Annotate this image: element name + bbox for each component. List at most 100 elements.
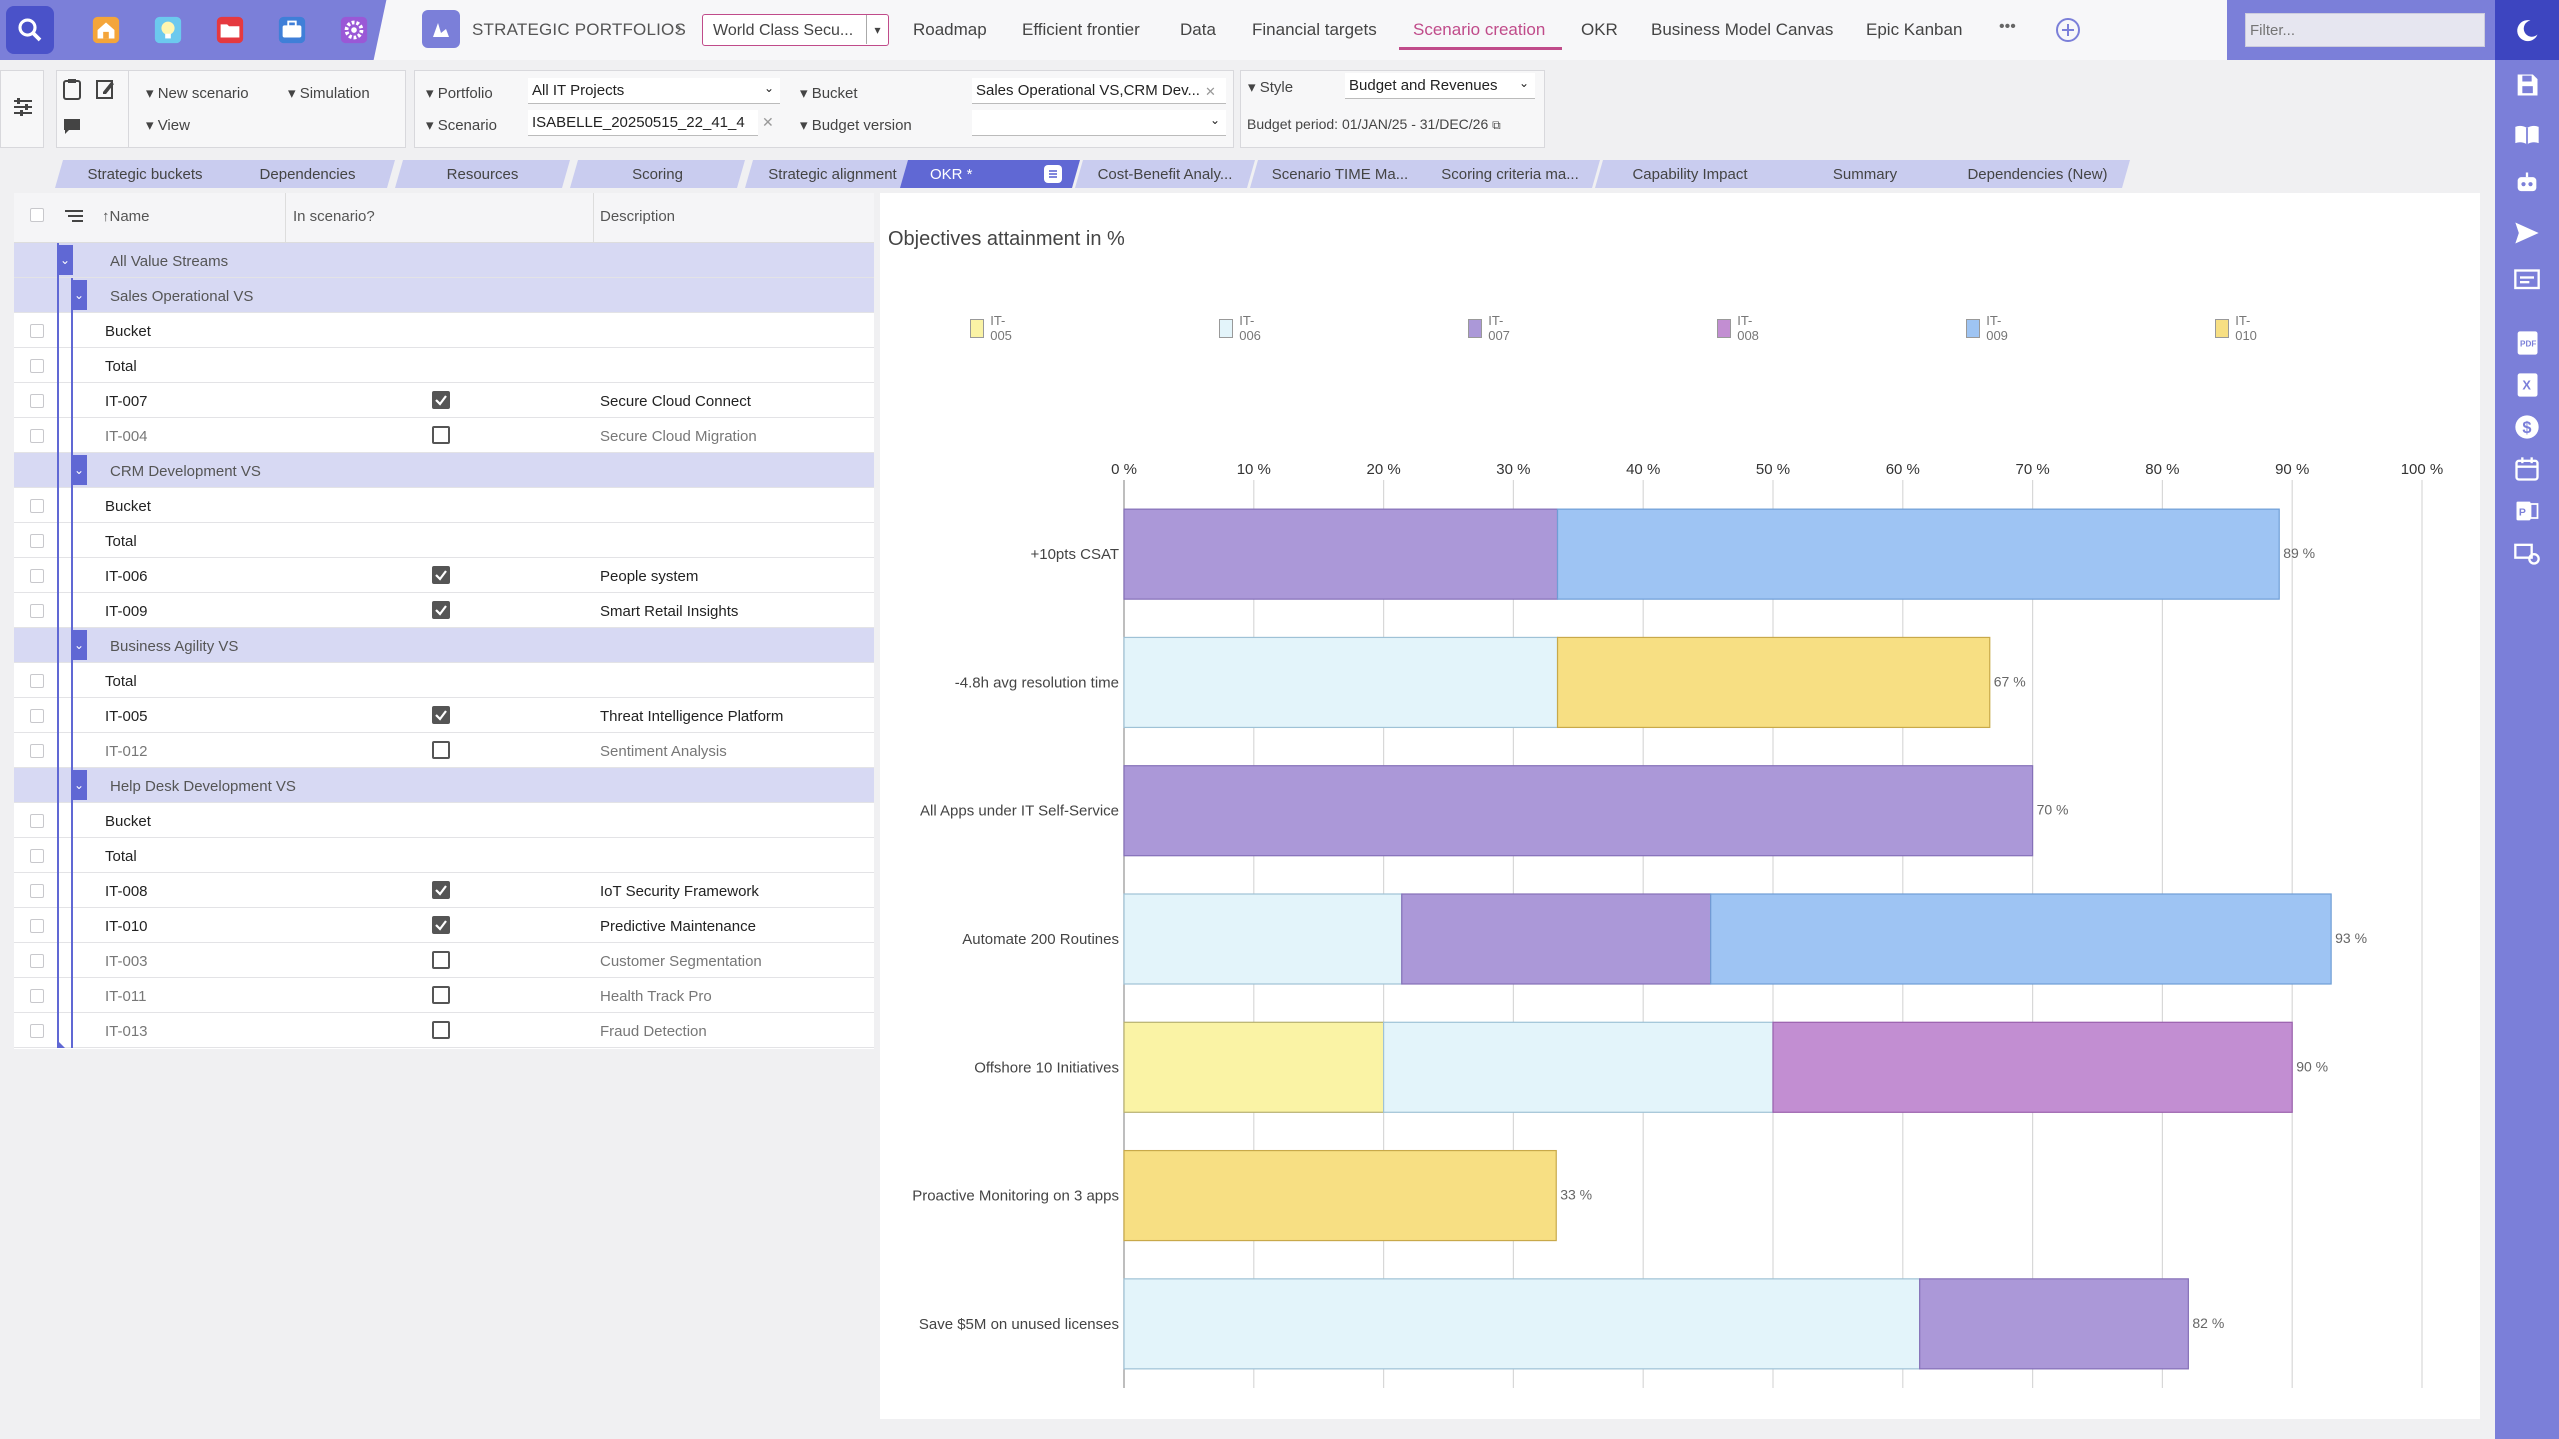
scenario-select[interactable]: ISABELLE_20250515_22_41_4 (528, 110, 758, 136)
subtotal-row[interactable] (14, 348, 874, 383)
row-checkbox[interactable] (30, 569, 44, 583)
subtotal-row[interactable] (14, 803, 874, 838)
in-scenario-checkbox[interactable] (432, 916, 450, 934)
search-icon[interactable] (6, 6, 54, 54)
tab-strategic-buckets[interactable]: Strategic buckets (55, 160, 235, 188)
row-checkbox[interactable] (30, 394, 44, 408)
home-icon[interactable] (82, 6, 130, 54)
tab-scoring-criteria[interactable]: Scoring criteria ma... (1420, 160, 1600, 188)
group-row[interactable] (14, 768, 874, 803)
simulation-button[interactable]: ▾ Simulation (288, 85, 370, 102)
row-checkbox[interactable] (30, 499, 44, 513)
row-checkbox[interactable] (30, 989, 44, 1003)
legend-item[interactable]: IT-006 (1219, 313, 1266, 343)
portfolio-select[interactable]: All IT Projects ⌄ (528, 78, 780, 104)
table-row[interactable] (14, 1013, 874, 1048)
chevron-down-icon[interactable]: ⌄ (71, 770, 87, 800)
excel-icon[interactable]: X (2510, 368, 2544, 402)
row-checkbox[interactable] (30, 604, 44, 618)
table-row[interactable] (14, 908, 874, 943)
table-row[interactable] (14, 873, 874, 908)
in-scenario-checkbox[interactable] (432, 601, 450, 619)
table-row[interactable] (14, 978, 874, 1013)
subtotal-row[interactable] (14, 663, 874, 698)
group-row[interactable] (14, 453, 874, 488)
in-scenario-checkbox[interactable] (432, 706, 450, 724)
chevron-down-icon[interactable]: ⌄ (57, 245, 73, 275)
nav-roadmap[interactable]: Roadmap (913, 20, 987, 39)
presentation-icon[interactable] (2510, 264, 2544, 298)
settings-export-icon[interactable] (2510, 536, 2544, 570)
group-row[interactable] (14, 243, 874, 278)
row-checkbox[interactable] (30, 1024, 44, 1038)
tab-strategic-alignment[interactable]: Strategic alignment (745, 160, 920, 188)
subtotal-row[interactable] (14, 838, 874, 873)
nav-business-model-canvas[interactable]: Business Model Canvas (1651, 20, 1834, 39)
tab-cost-benefit[interactable]: Cost-Benefit Analy... (1075, 160, 1255, 188)
row-checkbox[interactable] (30, 429, 44, 443)
nav-epic-kanban[interactable]: Epic Kanban (1866, 20, 1963, 39)
more-icon[interactable]: ••• (1999, 18, 2016, 35)
row-checkbox[interactable] (30, 849, 44, 863)
in-scenario-checkbox[interactable] (432, 566, 450, 584)
subtotal-row[interactable] (14, 523, 874, 558)
add-tab-icon[interactable] (2055, 17, 2081, 43)
pdf-icon[interactable]: PDF (2510, 326, 2544, 360)
group-row[interactable] (14, 628, 874, 663)
external-link-icon[interactable]: ⧉ (1492, 118, 1501, 132)
in-scenario-checkbox[interactable] (432, 881, 450, 899)
chevron-down-icon[interactable]: ⌄ (71, 630, 87, 660)
robot-icon[interactable] (2510, 166, 2544, 200)
tab-dependencies-new[interactable]: Dependencies (New) (1945, 160, 2130, 188)
style-select[interactable]: Budget and Revenues ⌄ (1345, 73, 1535, 99)
in-scenario-checkbox[interactable] (432, 1021, 450, 1039)
project-select[interactable]: World Class Secu... ▾ (702, 14, 889, 46)
legend-item[interactable]: IT-008 (1717, 313, 1764, 343)
comment-icon[interactable] (62, 116, 82, 136)
row-checkbox[interactable] (30, 534, 44, 548)
group-row[interactable] (14, 278, 874, 313)
subtotal-row[interactable] (14, 488, 874, 523)
clipboard-icon[interactable] (62, 78, 82, 100)
tree-toggle-icon[interactable] (64, 208, 84, 224)
nav-financial-targets[interactable]: Financial targets (1252, 20, 1377, 39)
clear-bucket-icon[interactable]: ✕ (1205, 84, 1216, 99)
table-row[interactable] (14, 733, 874, 768)
tab-scenario-time[interactable]: Scenario TIME Ma... (1250, 160, 1430, 188)
view-button[interactable]: ▾ View (146, 117, 190, 134)
table-row[interactable] (14, 698, 874, 733)
row-checkbox[interactable] (30, 744, 44, 758)
briefcase-icon[interactable] (268, 6, 316, 54)
legend-item[interactable]: IT-010 (2215, 313, 2262, 343)
tab-scoring[interactable]: Scoring (570, 160, 745, 188)
lightbulb-icon[interactable] (144, 6, 192, 54)
bucket-select[interactable]: Sales Operational VS,CRM Dev... (972, 78, 1226, 104)
in-scenario-checkbox[interactable] (432, 426, 450, 444)
legend-item[interactable]: IT-007 (1468, 313, 1515, 343)
column-header-name[interactable]: ↑Name (102, 208, 150, 225)
project-export-icon[interactable]: P (2510, 494, 2544, 528)
column-header-description[interactable]: Description (600, 208, 676, 225)
table-row[interactable] (14, 943, 874, 978)
nav-okr[interactable]: OKR (1581, 20, 1618, 39)
in-scenario-checkbox[interactable] (432, 951, 450, 969)
clear-scenario-icon[interactable]: ✕ (762, 114, 774, 130)
calendar-icon[interactable] (2510, 452, 2544, 486)
select-all-checkbox[interactable] (30, 208, 44, 222)
row-checkbox[interactable] (30, 324, 44, 338)
save-icon[interactable] (2510, 68, 2544, 102)
gear-icon[interactable] (330, 6, 378, 54)
folder-icon[interactable] (206, 6, 254, 54)
in-scenario-checkbox[interactable] (432, 986, 450, 1004)
table-row[interactable] (14, 418, 874, 453)
tab-menu-icon[interactable] (1044, 165, 1062, 183)
new-scenario-button[interactable]: ▾ New scenario (146, 85, 249, 102)
nav-data[interactable]: Data (1180, 20, 1216, 39)
table-row[interactable] (14, 593, 874, 628)
sliders-icon[interactable] (12, 96, 34, 118)
row-checkbox[interactable] (30, 884, 44, 898)
tab-summary[interactable]: Summary (1775, 160, 1955, 188)
tab-dependencies[interactable]: Dependencies (220, 160, 395, 188)
legend-item[interactable]: IT-005 (970, 313, 1017, 343)
nav-scenario-creation[interactable]: Scenario creation (1413, 20, 1546, 39)
